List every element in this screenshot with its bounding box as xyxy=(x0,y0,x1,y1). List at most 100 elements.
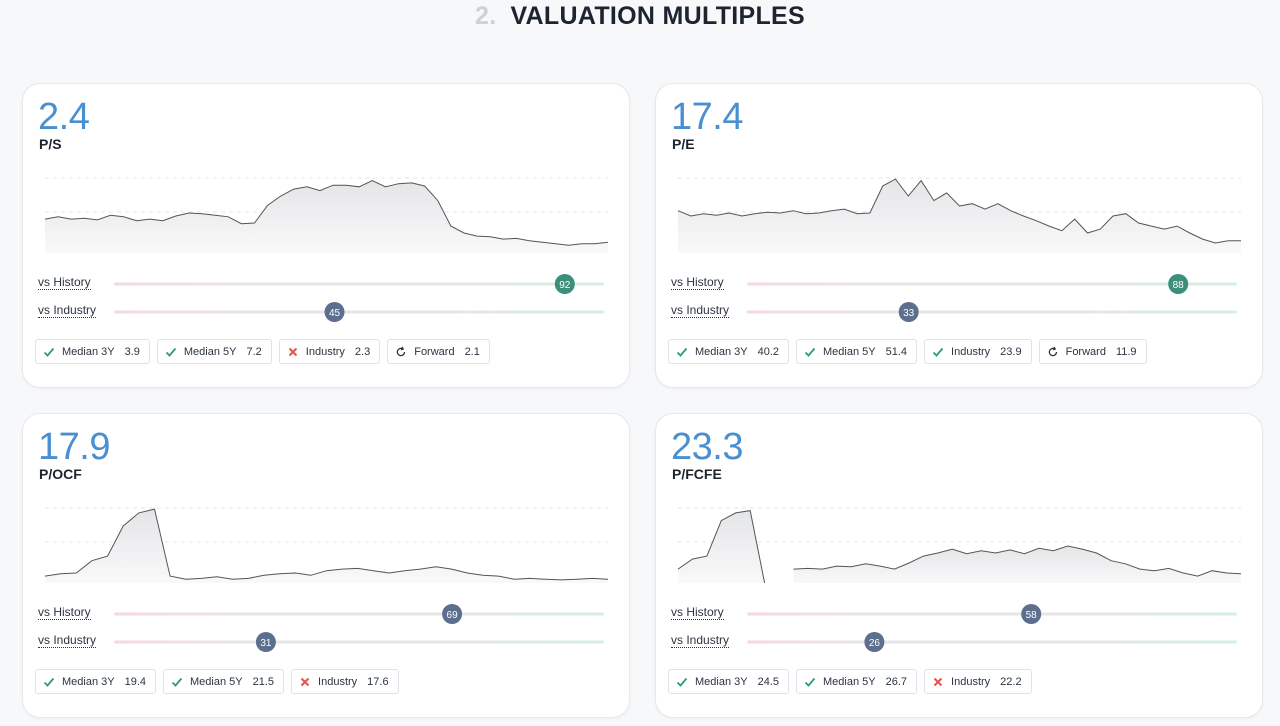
check-icon xyxy=(165,347,177,357)
badge: Median 5Y 7.2 xyxy=(156,339,272,364)
forward-icon xyxy=(1048,346,1057,356)
metric-value: 17.4 xyxy=(671,96,743,138)
card-graphics: 58 26 xyxy=(677,507,1242,652)
metric-card: 88 33 17.4 P/E vs History vs Industry Median 3… xyxy=(655,83,1263,388)
check-icon xyxy=(804,347,816,357)
badge-label: Median 5Y xyxy=(823,345,876,358)
badge-row: Median 3Y 19.4 Median 5Y 21.5 Industry 17.6 xyxy=(35,669,399,694)
slider-label: vs History xyxy=(38,605,91,620)
slider-label: vs Industry xyxy=(38,303,97,318)
badge-value: 26.7 xyxy=(885,675,908,688)
badge: Industry 2.3 xyxy=(278,339,381,364)
badge-row: Median 3Y 24.5 Median 5Y 26.7 Industry 22.2 xyxy=(668,669,1032,694)
status-icon xyxy=(932,347,944,357)
status-icon xyxy=(396,346,406,356)
metric-card: 92 45 2.4 P/S vs History vs Industry Median 3Y… xyxy=(22,83,630,388)
cross-icon xyxy=(288,347,297,356)
slider-value: 92 xyxy=(559,280,571,291)
slider-value: 45 xyxy=(329,308,341,319)
metric-label: P/FCFE xyxy=(672,466,722,482)
status-icon xyxy=(43,347,55,357)
slider-value: 31 xyxy=(260,638,272,649)
badge-label: Industry xyxy=(951,675,991,688)
badge: Median 3Y 40.2 xyxy=(668,339,790,364)
sparkline-line xyxy=(677,510,766,584)
badge-label: Median 5Y xyxy=(823,675,876,688)
badge: Median 5Y 26.7 xyxy=(796,669,918,694)
badge: Forward 11.9 xyxy=(1038,339,1147,364)
check-icon xyxy=(43,347,55,357)
slider-knob xyxy=(1168,274,1189,294)
slider-label: vs Industry xyxy=(38,633,97,648)
slider-value: 88 xyxy=(1173,280,1185,291)
forward-icon xyxy=(396,346,406,356)
badge-value: 21.5 xyxy=(252,675,275,688)
check-icon xyxy=(43,677,55,687)
badge-value: 3.9 xyxy=(124,345,140,358)
section-header: 2. VALUATION MULTIPLES xyxy=(0,2,1280,31)
badge-label: Industry xyxy=(951,345,991,358)
status-icon xyxy=(933,677,943,686)
slider-label: vs Industry xyxy=(671,633,730,648)
badge-value: 23.9 xyxy=(1000,345,1022,358)
metric-value: 23.3 xyxy=(671,426,743,468)
badge-row: Median 3Y 3.9 Median 5Y 7.2 Industry 2.3 Forwa… xyxy=(35,339,490,364)
sparkline-line xyxy=(44,180,609,246)
check-icon xyxy=(932,347,944,357)
check-icon xyxy=(171,677,183,687)
slider-track xyxy=(114,612,604,616)
sparkline-line xyxy=(44,508,609,581)
badge-label: Forward xyxy=(1065,345,1106,358)
sparkline-line xyxy=(677,178,1241,244)
sparkline-area xyxy=(678,179,1241,253)
card-graphics: 92 45 xyxy=(44,177,609,322)
slider-knob xyxy=(442,604,463,624)
check-icon xyxy=(676,347,688,357)
slider-value: 33 xyxy=(903,308,915,319)
slider-label: vs History xyxy=(671,275,724,290)
slider-label: vs History xyxy=(38,275,91,290)
slider-track xyxy=(747,612,1237,616)
status-icon xyxy=(1048,346,1057,356)
status-icon xyxy=(804,347,816,357)
status-icon xyxy=(171,677,183,687)
metric-label: P/OCF xyxy=(39,466,82,482)
badge: Median 3Y 19.4 xyxy=(35,669,157,694)
badge: Median 3Y 3.9 xyxy=(35,339,150,364)
metric-value: 17.9 xyxy=(38,426,110,468)
badge-value: 24.5 xyxy=(757,675,780,688)
badge-label: Forward xyxy=(414,345,455,358)
slider-track xyxy=(114,310,604,314)
slider-knob xyxy=(255,632,276,652)
slider-value: 69 xyxy=(447,610,459,621)
slider-knob xyxy=(898,302,919,322)
section-title: VALUATION MULTIPLES xyxy=(510,2,806,30)
badge: Industry 22.2 xyxy=(924,669,1032,694)
badge-value: 17.6 xyxy=(367,675,389,688)
slider-track xyxy=(747,640,1237,644)
status-icon xyxy=(43,677,55,687)
section-number: 2. xyxy=(474,2,497,30)
badge-value: 7.2 xyxy=(246,345,262,358)
badge: Industry 23.9 xyxy=(924,339,1032,364)
status-icon xyxy=(676,677,688,687)
card-graphics: 69 31 xyxy=(44,507,609,652)
slider-track xyxy=(114,640,604,644)
status-icon xyxy=(804,677,816,687)
status-icon xyxy=(288,347,297,356)
check-icon xyxy=(676,677,688,687)
card-graphics: 88 33 xyxy=(677,177,1241,322)
badge: Industry 17.6 xyxy=(291,669,399,694)
slider-knob xyxy=(554,274,575,294)
badge-label: Median 5Y xyxy=(190,675,243,688)
badge-value: 40.2 xyxy=(757,345,780,358)
slider-label: vs History xyxy=(671,605,724,620)
badge-label: Median 5Y xyxy=(183,345,237,358)
status-icon xyxy=(300,677,310,686)
cross-icon xyxy=(300,677,310,686)
slider-track xyxy=(747,310,1237,314)
cross-icon xyxy=(933,677,943,686)
metric-card: 58 26 23.3 P/FCFE vs History vs Industry Media… xyxy=(655,413,1263,718)
slider-label: vs Industry xyxy=(671,303,730,318)
